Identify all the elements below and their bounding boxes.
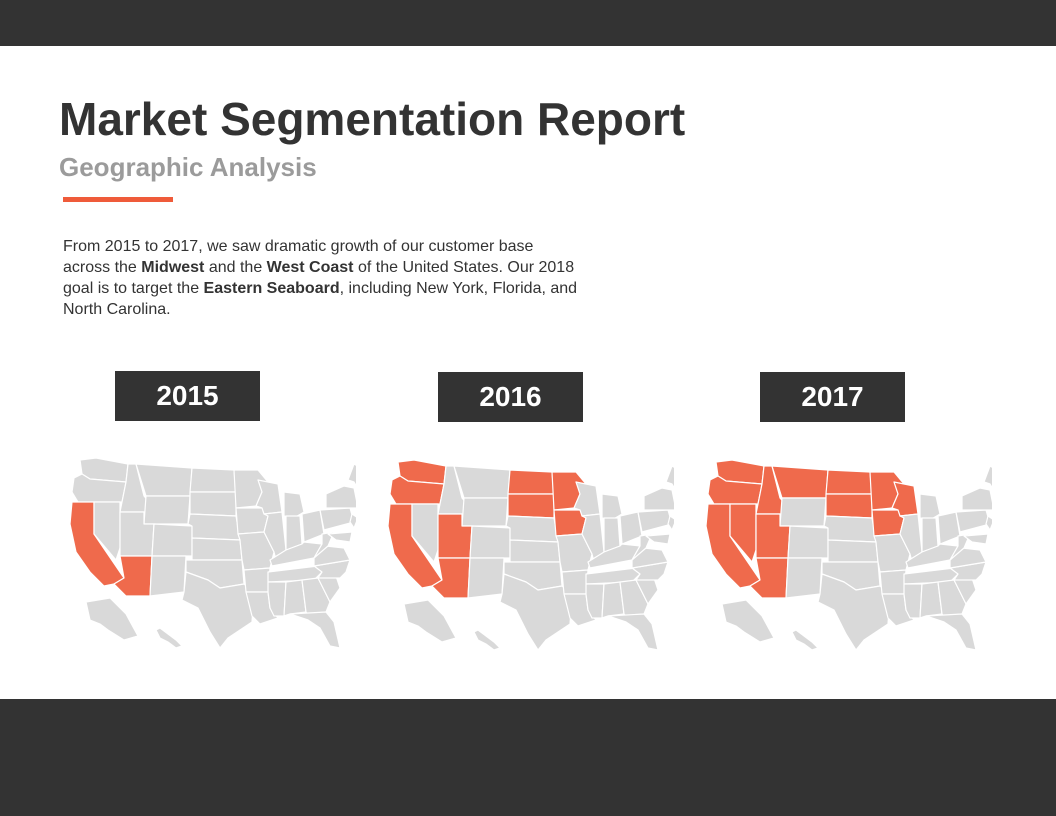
state-hi	[155, 627, 183, 648]
summary-text: From 2015 to 2017, we saw dramatic growt…	[63, 238, 534, 276]
state-md	[963, 533, 989, 545]
state-sd	[189, 491, 237, 517]
state-pa	[637, 509, 673, 533]
year-label-2015: 2015	[115, 371, 260, 421]
state-nm	[785, 557, 823, 599]
state-wi	[891, 481, 919, 517]
state-nv	[729, 503, 757, 563]
state-hi	[473, 629, 501, 650]
state-nd	[825, 469, 873, 495]
state-co	[151, 523, 193, 557]
state-nj	[985, 515, 992, 531]
state-sd	[825, 493, 873, 519]
state-ar	[561, 569, 589, 595]
state-ny	[961, 487, 992, 511]
state-nm	[467, 557, 505, 599]
state-nd	[507, 469, 555, 495]
state-ne-us	[347, 463, 356, 487]
state-wi	[255, 479, 283, 515]
report-subtitle: Geographic Analysis	[59, 152, 317, 182]
state-fl	[289, 611, 341, 648]
state-ne	[823, 515, 877, 543]
state-tn	[903, 567, 959, 585]
us-map-2016	[382, 454, 674, 650]
state-tx	[817, 573, 891, 650]
state-md	[327, 531, 353, 543]
state-mt	[771, 465, 829, 499]
state-ky	[587, 543, 641, 569]
state-fl	[607, 613, 659, 650]
state-ne	[505, 515, 559, 543]
state-ak	[403, 599, 457, 643]
state-nj	[349, 513, 356, 529]
summary-text: and the	[204, 259, 267, 276]
summary-emphasis: Midwest	[141, 259, 205, 276]
state-ky	[269, 541, 323, 567]
state-ak	[85, 597, 139, 641]
state-wv	[631, 533, 653, 561]
state-mi	[919, 493, 941, 521]
state-wy	[779, 497, 827, 527]
state-wy	[143, 495, 191, 525]
summary-paragraph: From 2015 to 2017, we saw dramatic growt…	[63, 236, 583, 320]
state-hi	[791, 629, 819, 650]
state-nd	[189, 467, 237, 493]
state-wy	[461, 497, 509, 527]
us-map-2017	[700, 454, 992, 650]
state-wv	[949, 533, 971, 561]
state-ar	[879, 569, 907, 595]
state-mi	[283, 491, 305, 519]
state-co	[787, 525, 829, 559]
summary-emphasis: West Coast	[266, 259, 354, 276]
state-ak	[721, 599, 775, 643]
summary-emphasis: Eastern Seaboard	[203, 280, 340, 297]
state-il	[899, 513, 923, 563]
state-ar	[243, 567, 271, 593]
bottom-bar	[0, 699, 1056, 816]
year-label-2017: 2017	[760, 372, 905, 422]
state-tn	[267, 565, 323, 583]
state-ne	[187, 513, 241, 541]
state-tn	[585, 567, 641, 585]
top-bar	[0, 0, 1056, 46]
state-tx	[181, 571, 255, 648]
state-md	[645, 533, 671, 545]
state-ne-us	[665, 465, 674, 489]
summary-text: , including New York, Florida, and North…	[63, 280, 578, 318]
us-map-2015	[64, 452, 356, 648]
state-pa	[955, 509, 991, 533]
accent-rule	[63, 197, 173, 202]
state-ny	[325, 485, 356, 509]
state-nj	[667, 515, 674, 531]
state-tx	[499, 573, 573, 650]
state-pa	[319, 507, 355, 531]
state-ks	[191, 537, 243, 561]
state-mt	[135, 463, 193, 497]
state-il	[263, 511, 287, 561]
state-ne-us	[983, 465, 992, 489]
state-nm	[149, 555, 187, 597]
state-fl	[925, 613, 977, 650]
report-title: Market Segmentation Report	[59, 93, 686, 145]
state-ny	[643, 487, 674, 511]
state-mt	[453, 465, 511, 499]
summary-text: of the United States. Our 2018 goal is t…	[63, 259, 575, 297]
state-wi	[573, 481, 601, 517]
state-co	[469, 525, 511, 559]
state-nv	[411, 503, 439, 563]
state-il	[581, 513, 605, 563]
state-ks	[827, 539, 879, 563]
state-nv	[93, 501, 121, 561]
state-ky	[905, 543, 959, 569]
state-sd	[507, 493, 555, 519]
state-ks	[509, 539, 561, 563]
year-label-2016: 2016	[438, 372, 583, 422]
state-mi	[601, 493, 623, 521]
state-wv	[313, 531, 335, 559]
